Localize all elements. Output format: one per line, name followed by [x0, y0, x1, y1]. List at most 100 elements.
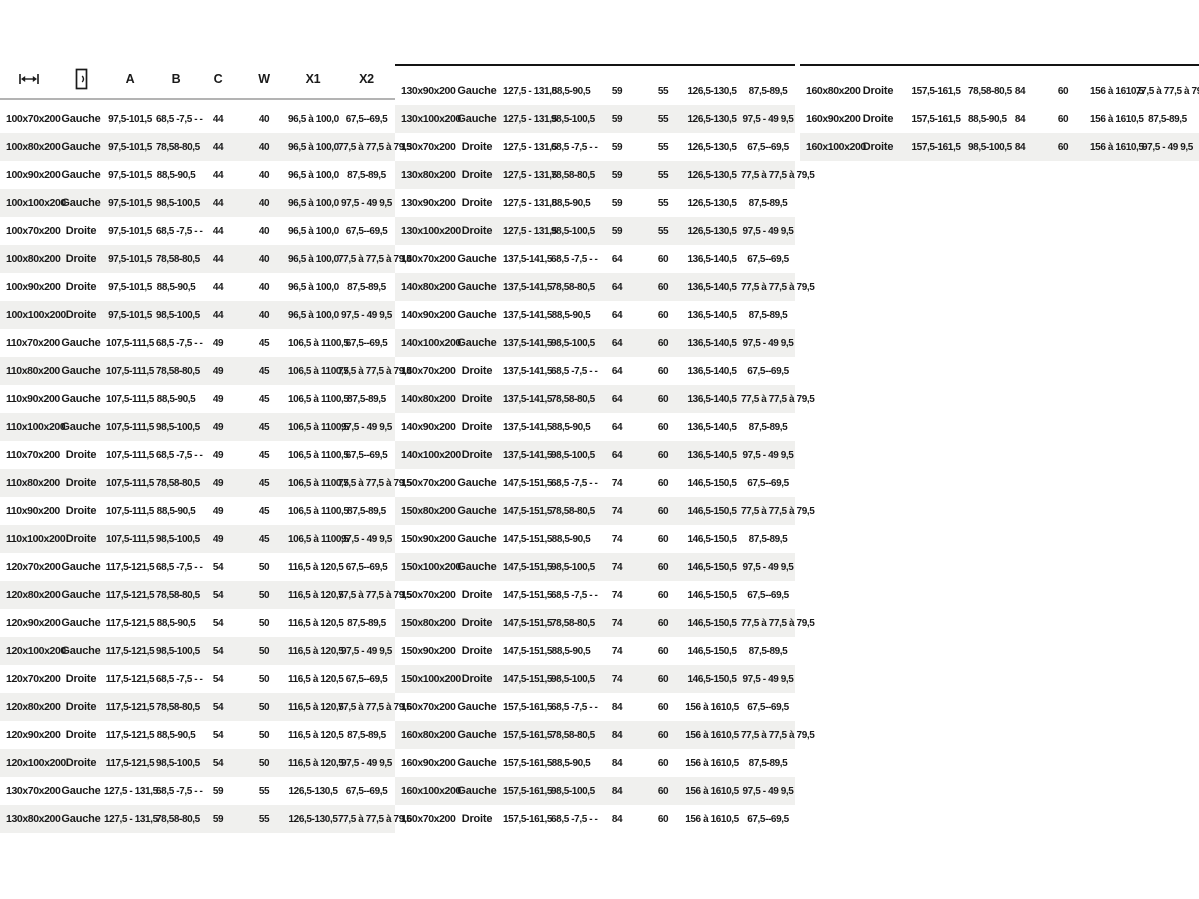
dimension-cell: 140x70x200: [401, 365, 456, 377]
col-x2-cell: 97,5 - 49 9,5: [341, 757, 392, 769]
dimension-cell: 130x100x200: [401, 225, 461, 237]
col-x1-cell: 96,5 à 100,0: [288, 281, 339, 293]
col-x2-cell: 77,5 à 77,5 à 79,5: [741, 729, 815, 741]
col-c-cell: 84: [611, 757, 623, 769]
col-w-cell: 60: [1057, 113, 1069, 125]
col-c-cell: 54: [212, 757, 224, 769]
side-cell: Droite: [65, 253, 97, 265]
col-x1-cell: 156 à 1610,5: [1090, 113, 1144, 125]
col-x1-cell: 106,5 à 1100,5: [288, 421, 349, 433]
col-x2-cell: 77,5 à 77,5 à 79,5: [741, 281, 815, 293]
col-b-cell: 78,58-80,5: [551, 281, 595, 293]
col-b-cell: 88,5-90,5: [551, 533, 591, 545]
col-x2-cell: 77,5 à 77,5 à 79,5: [741, 169, 815, 181]
col-w-cell: 55: [657, 141, 669, 153]
col-x1-cell: 146,5-150,5: [687, 533, 737, 545]
col-c-cell: 49: [212, 337, 224, 349]
col-b-cell: 68,5 -7,5 - -: [551, 365, 598, 377]
col-x1-cell: 106,5 à 1100,5: [288, 449, 349, 461]
col-x2-cell: 67,5--69,5: [747, 253, 789, 265]
col-a-cell: 147,5-151,5: [503, 673, 552, 685]
col-w-cell: 60: [657, 729, 669, 741]
col-c-cell: 54: [212, 617, 224, 629]
col-x1-cell: 146,5-150,5: [687, 477, 737, 489]
col-b-cell: 78,58-80,5: [156, 589, 200, 601]
dimension-cell: 140x80x200: [401, 393, 456, 405]
col-x2-cell: 97,5 - 49 9,5: [341, 421, 392, 433]
col-x1-cell: 146,5-150,5: [687, 617, 737, 629]
col-x2-cell: 67,5--69,5: [747, 813, 789, 825]
dimension-cell: 130x80x200: [401, 169, 456, 181]
side-cell: Droite: [65, 673, 97, 685]
side-cell: Droite: [65, 701, 97, 713]
dimension-cell: 140x100x200: [401, 337, 461, 349]
table-row: 110x100x200 Gauche 107,5-111,5 98,5-100,5 49…: [0, 413, 395, 441]
col-x2-cell: 67,5--69,5: [345, 561, 388, 573]
col-b-cell: 98,5-100,5: [156, 421, 200, 433]
col-a-cell: 107,5-111,5: [106, 505, 154, 517]
col-c-cell: 64: [611, 421, 623, 433]
col-c-cell: 49: [212, 449, 224, 461]
side-cell: Droite: [65, 505, 97, 517]
col-c-cell: 74: [611, 673, 623, 685]
col-w-cell: 60: [1057, 85, 1069, 97]
dimension-cell: 100x80x200: [6, 253, 61, 265]
col-w-cell: 45: [258, 421, 270, 433]
dimension-cell: 130x90x200: [401, 85, 456, 97]
col-x2-cell: 87,5-89,5: [748, 533, 788, 545]
col-x1-cell: 146,5-150,5: [687, 561, 737, 573]
col-x2-cell: 87,5-89,5: [748, 85, 788, 97]
door-icon: [58, 68, 104, 90]
side-cell: Droite: [461, 673, 493, 685]
col-x2-cell: 87,5-89,5: [347, 617, 386, 629]
col-c-cell: 59: [212, 813, 224, 825]
col-x1-cell: 136,5-140,5: [687, 421, 737, 433]
side-cell: Droite: [461, 393, 493, 405]
col-a-cell: 97,5-101,5: [108, 281, 152, 293]
col-w-cell: 60: [657, 813, 669, 825]
col-x1-cell: 96,5 à 100,0: [288, 197, 339, 209]
col-b-cell: 88,5-90,5: [551, 197, 591, 209]
side-cell: Gauche: [61, 113, 101, 125]
col-c-cell: 84: [1014, 113, 1026, 125]
col-w-cell: 45: [258, 393, 270, 405]
col-b-cell: 88,5-90,5: [551, 421, 591, 433]
table-row: 150x100x200 Gauche 147,5-151,5 98,5-100,5 74…: [395, 553, 795, 581]
col-x2-cell: 97,5 - 49 9,5: [742, 337, 794, 349]
col-c-cell: 74: [611, 561, 623, 573]
dimension-cell: 160x90x200: [401, 757, 456, 769]
col-w-cell: 50: [258, 617, 270, 629]
col-x1-cell: 116,5 à 120,5: [288, 729, 344, 741]
col-b-cell: 68,5 -7,5 - -: [156, 113, 203, 125]
side-cell: Droite: [461, 225, 493, 237]
col-x1-cell: 136,5-140,5: [687, 449, 737, 461]
side-cell: Gauche: [61, 197, 101, 209]
col-w-cell: 60: [657, 645, 669, 657]
side-cell: Droite: [862, 85, 894, 97]
col-x2-cell: 87,5-89,5: [748, 421, 788, 433]
side-cell: Gauche: [457, 785, 497, 797]
col-x1-cell: 146,5-150,5: [687, 645, 737, 657]
col-a-cell: 157,5-161,5: [503, 729, 552, 741]
col-b-cell: 98,5-100,5: [156, 757, 200, 769]
col-a-cell: 137,5-141,5: [503, 393, 552, 405]
col-c-cell: 64: [611, 337, 623, 349]
col-c-cell: 49: [212, 421, 224, 433]
table-body-middle: 130x90x200 Gauche 127,5 - 131,5 88,5-90,5 59…: [395, 77, 815, 833]
table-row: 120x80x200 Gauche 117,5-121,5 78,58-80,5 54 5…: [0, 581, 412, 609]
col-x2-cell: 87,5-89,5: [347, 505, 386, 517]
dimension-cell: 110x90x200: [6, 393, 60, 405]
col-c-cell: 49: [212, 393, 224, 405]
col-a-cell: 97,5-101,5: [108, 197, 152, 209]
dimension-cell: 120x70x200: [6, 673, 61, 685]
col-b-cell: 78,58-80,5: [551, 169, 595, 181]
side-cell: Gauche: [61, 645, 101, 657]
col-b-cell: 88,5-90,5: [156, 393, 196, 405]
col-x2-cell: 67,5--69,5: [747, 141, 789, 153]
table-row: 140x70x200 Gauche 137,5-141,5 68,5 -7,5 - -…: [395, 245, 795, 273]
col-w-cell: 50: [258, 673, 270, 685]
col-a-cell: 157,5-161,5: [503, 813, 552, 825]
col-x1-cell: 156 à 1610,5: [685, 785, 739, 797]
dimension-cell: 120x80x200: [6, 701, 61, 713]
col-w-cell: 60: [657, 617, 669, 629]
